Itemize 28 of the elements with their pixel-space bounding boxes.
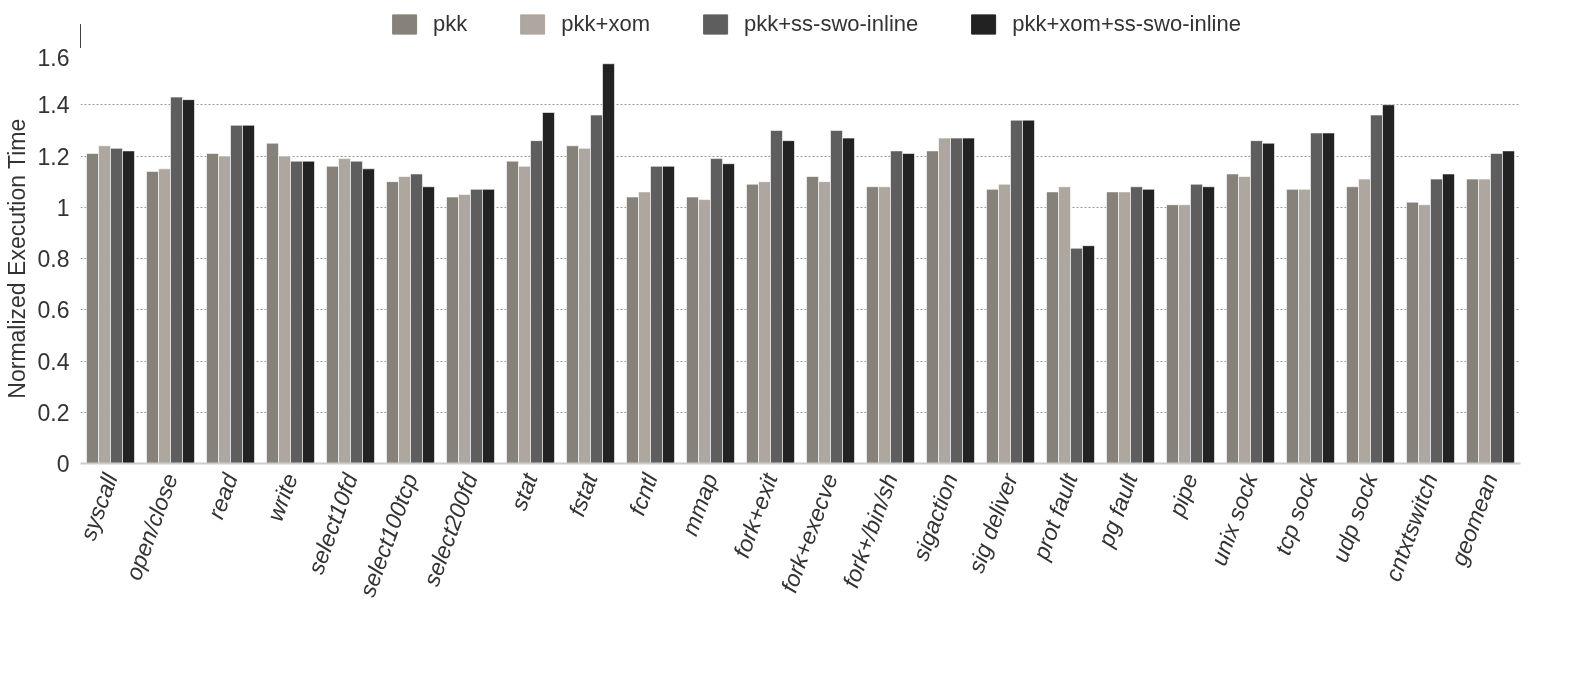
legend-label: pkk+ss-swo-inline bbox=[744, 11, 919, 37]
x-tick-label: prot fault bbox=[1027, 468, 1084, 564]
y-tick-label: 0.6 bbox=[37, 297, 70, 324]
y-axis-title: Normalized Execution Time bbox=[3, 118, 30, 399]
y-tick-label: 0.2 bbox=[37, 399, 70, 426]
x-tick-label: stat bbox=[505, 468, 544, 514]
x-tick-label: tcp sock bbox=[1269, 468, 1324, 559]
x-tick-label: sig deliver bbox=[962, 468, 1024, 577]
legend-label: pkk+xom bbox=[561, 11, 651, 37]
x-tick-label: fstat bbox=[563, 468, 604, 520]
y-tick-label: 1.2 bbox=[37, 143, 70, 170]
x-tick-label: fcntl bbox=[623, 469, 664, 519]
x-tick-label: syscall bbox=[74, 469, 124, 544]
x-tick-label: unix sock bbox=[1205, 468, 1264, 570]
x-tick-label: write bbox=[261, 470, 303, 525]
x-tick-label: pipe bbox=[1163, 470, 1203, 521]
x-tick-label: udp sock bbox=[1326, 468, 1384, 566]
y-tick-label: 0.8 bbox=[37, 246, 70, 272]
x-tick-label: read bbox=[202, 468, 244, 523]
y-tick-label: 1.6 bbox=[37, 44, 70, 71]
legend-label: pkk bbox=[433, 11, 468, 37]
x-tick-label: pg fault bbox=[1092, 468, 1144, 551]
y-tick-label: 1 bbox=[56, 194, 70, 221]
y-tick-label: 0.4 bbox=[37, 348, 70, 375]
y-tick-label: 0 bbox=[56, 451, 70, 477]
y-tick-label: 1.4 bbox=[37, 92, 70, 119]
legend-label: pkk+xom+ss-swo-inline bbox=[1012, 11, 1241, 37]
x-tick-label: mmap bbox=[676, 469, 723, 539]
